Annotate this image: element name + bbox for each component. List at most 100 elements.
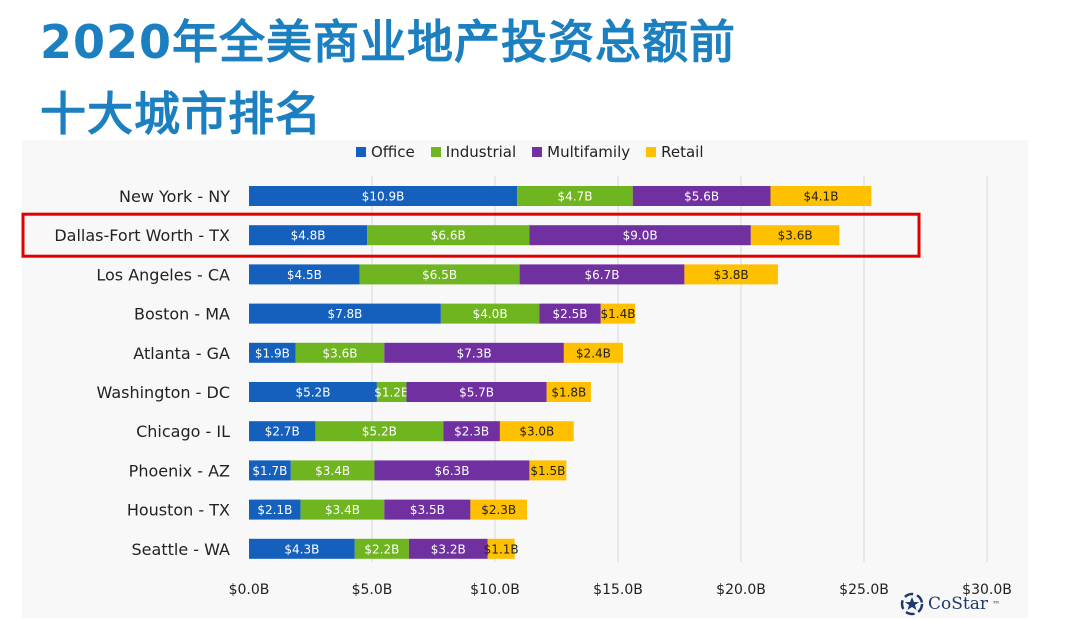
bar-office-atlanta-ga: [249, 342, 296, 363]
data-label: $1.1B: [484, 542, 519, 556]
category-label: Boston - MA: [134, 305, 230, 324]
bar-multifamily-seattle-wa: [408, 538, 488, 559]
bar-office-phoenix-az: [249, 460, 291, 481]
legend-swatch-industrial: [430, 147, 441, 157]
bar-industrial-washington-dc: [376, 382, 407, 402]
bar-office-boston-ma: [249, 303, 441, 324]
legend-item-retail: Retail: [646, 143, 704, 161]
bar-retail-new-york-ny: [770, 186, 872, 206]
bar-multifamily-chicago-il: [443, 421, 500, 442]
data-label: $2.5B: [553, 307, 588, 321]
data-label: $6.6B: [431, 229, 466, 243]
plot-background: [22, 140, 1028, 618]
data-label: $3.4B: [315, 464, 350, 478]
bar-multifamily-phoenix-az: [374, 460, 530, 481]
legend-item-office: Office: [356, 143, 415, 161]
data-label: $3.6B: [323, 346, 358, 360]
legend-item-industrial: Industrial: [430, 143, 517, 161]
bar-industrial-seattle-wa: [354, 538, 409, 559]
x-tick-label: $15.0B: [593, 582, 643, 598]
legend-swatch-office: [356, 147, 366, 157]
data-label: $7.3B: [457, 346, 492, 360]
legend-label-industrial: Industrial: [445, 143, 517, 161]
costar-logo: CoStar ™: [900, 592, 1000, 616]
category-labels: New York - NY Dallas-Fort Worth - TX Los A…: [54, 187, 230, 559]
data-label: $5.2B: [362, 425, 397, 439]
data-label: $3.6B: [778, 229, 813, 243]
costar-logo-text: CoStar: [928, 594, 988, 614]
bar-industrial-new-york-ny: [517, 186, 633, 206]
data-label: $10.9B: [362, 190, 405, 204]
bar-retail-washington-dc: [546, 382, 591, 402]
data-label: $9.0B: [623, 229, 658, 243]
data-label: $5.7B: [459, 386, 494, 400]
bar-office-dallas-fort-worth-tx: [249, 225, 368, 246]
data-label: $5.6B: [684, 190, 719, 204]
data-label: $3.0B: [519, 425, 554, 439]
category-label: Phoenix - AZ: [129, 461, 230, 480]
data-label: $3.5B: [410, 503, 445, 517]
x-tick-label: $10.0B: [470, 582, 520, 598]
data-label: $2.7B: [265, 425, 300, 439]
category-label: Washington - DC: [97, 383, 230, 402]
bar-office-los-angeles-ca: [249, 264, 360, 285]
bar-retail-chicago-il: [499, 421, 574, 442]
bar-retail-boston-ma: [600, 303, 636, 324]
bar-multifamily-boston-ma: [539, 303, 601, 324]
legend-label-multifamily: Multifamily: [547, 143, 631, 161]
bar-retail-dallas-fort-worth-tx: [750, 225, 840, 246]
x-tick-label: $5.0B: [352, 582, 393, 598]
bar-office-washington-dc: [249, 382, 377, 402]
data-label: $4.7B: [557, 190, 592, 204]
category-label: Los Angeles - CA: [96, 265, 230, 284]
bar-retail-seattle-wa: [487, 538, 515, 559]
legend-label-retail: Retail: [661, 143, 704, 161]
bar-office-houston-tx: [249, 499, 301, 520]
data-label: $2.3B: [481, 503, 516, 517]
data-label: $7.8B: [327, 307, 362, 321]
x-axis-tick-labels: $0.0B $5.0B $10.0B $15.0B $20.0B $25.0B $30.0B: [229, 582, 1012, 598]
data-label: $6.7B: [585, 268, 620, 282]
data-label: $6.3B: [434, 464, 469, 478]
data-label: $3.8B: [714, 268, 749, 282]
data-label: $4.8B: [291, 229, 326, 243]
legend-item-multifamily: Multifamily: [532, 143, 630, 161]
bar-office-seattle-wa: [249, 538, 355, 559]
highlight-layer: [21, 212, 921, 258]
bar-multifamily-atlanta-ga: [384, 342, 564, 363]
bar-multifamily-new-york-ny: [632, 186, 771, 206]
data-label: $3.4B: [325, 503, 360, 517]
legend-label-office: Office: [371, 143, 415, 161]
bar-retail-atlanta-ga: [563, 342, 623, 363]
page-title-line-1: 2020年全美商业地产投资总额前: [40, 15, 737, 69]
bar-office-new-york-ny: [249, 186, 518, 206]
data-label: $1.2B: [374, 386, 409, 400]
bar-industrial-phoenix-az: [290, 460, 375, 481]
bar-multifamily-dallas-fort-worth-tx: [529, 225, 751, 246]
data-label: $4.3B: [284, 542, 319, 556]
category-label: Houston - TX: [127, 501, 230, 520]
bar-multifamily-houston-tx: [384, 499, 471, 520]
bar-retail-phoenix-az: [529, 460, 567, 481]
x-tick-label: $20.0B: [716, 582, 766, 598]
category-label: New York - NY: [119, 187, 230, 206]
x-tick-label: $25.0B: [839, 582, 889, 598]
data-label: $3.2B: [431, 542, 466, 556]
data-label: $1.4B: [601, 307, 636, 321]
x-tick-label: $0.0B: [229, 582, 270, 598]
data-label: $1.8B: [551, 386, 586, 400]
data-label: $2.1B: [257, 503, 292, 517]
costar-star-icon: [900, 592, 924, 616]
category-label: Seattle - WA: [132, 540, 231, 559]
data-label: $2.3B: [454, 425, 489, 439]
bar-retail-los-angeles-ca: [684, 264, 778, 285]
bar-multifamily-los-angeles-ca: [519, 264, 685, 285]
category-label: Chicago - IL: [136, 422, 230, 441]
data-label: $1.9B: [255, 346, 290, 360]
bar-industrial-dallas-fort-worth-tx: [367, 225, 530, 246]
bar-industrial-atlanta-ga: [295, 342, 385, 363]
bar-industrial-boston-ma: [440, 303, 540, 324]
bar-office-chicago-il: [249, 421, 316, 442]
legend-swatch-retail: [646, 147, 657, 157]
